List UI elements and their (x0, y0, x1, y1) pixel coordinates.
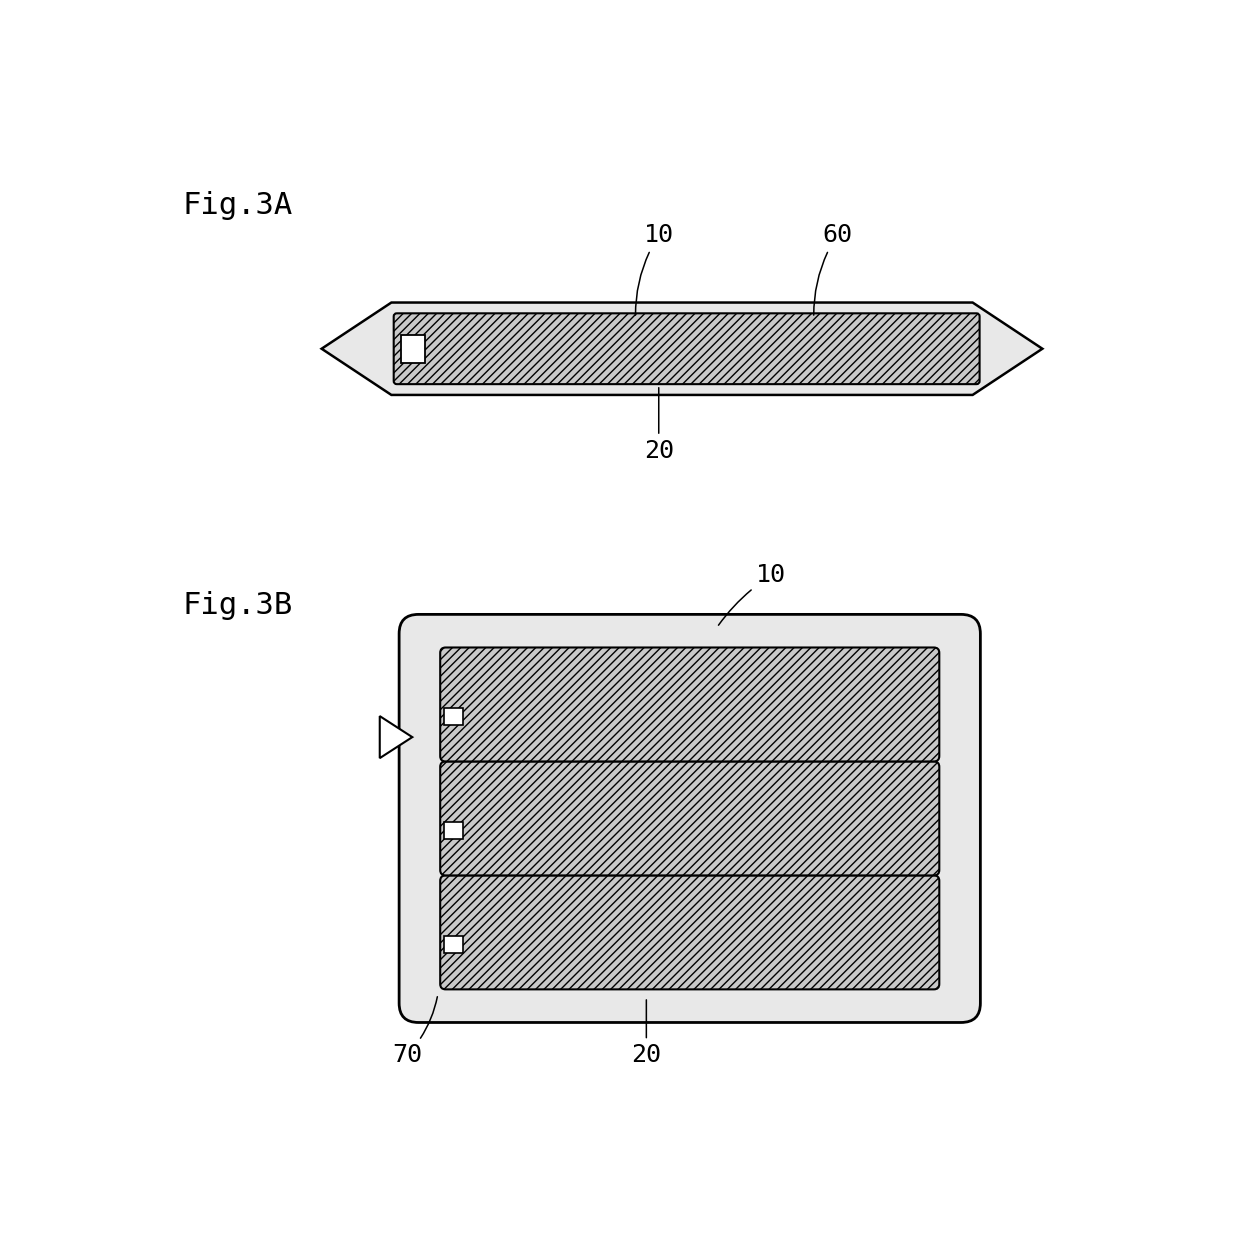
FancyBboxPatch shape (440, 647, 940, 762)
Text: 20: 20 (631, 999, 661, 1067)
Polygon shape (321, 303, 1043, 395)
Text: 10: 10 (718, 563, 786, 625)
Text: 10: 10 (635, 222, 673, 316)
Bar (444, 708, 464, 725)
Text: Fig.3B: Fig.3B (182, 591, 293, 621)
Text: 70: 70 (392, 997, 438, 1067)
FancyBboxPatch shape (399, 615, 981, 1022)
Polygon shape (379, 716, 412, 758)
Text: 60: 60 (813, 222, 852, 316)
FancyBboxPatch shape (440, 762, 940, 875)
Bar (444, 822, 464, 840)
FancyBboxPatch shape (440, 875, 940, 989)
FancyBboxPatch shape (394, 313, 980, 385)
Bar (444, 936, 464, 953)
Text: Fig.3A: Fig.3A (182, 191, 293, 220)
Bar (402, 334, 424, 362)
Text: 20: 20 (644, 387, 673, 463)
